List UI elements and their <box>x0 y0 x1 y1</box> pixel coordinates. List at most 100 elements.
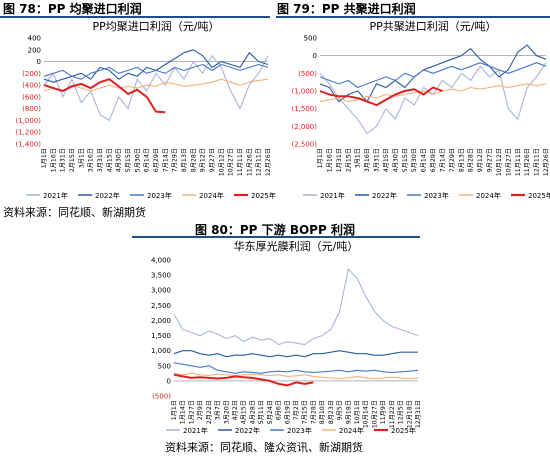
y-tick-label: 0 <box>37 58 41 66</box>
legend-label: 2021年 <box>183 426 208 435</box>
x-tick-label: 6月14日 <box>421 148 428 172</box>
x-tick-label: 9月12日 <box>477 148 484 172</box>
series-line-2024年 <box>43 78 269 92</box>
source-note-top: 资料来源：同花顺、新湖期货 <box>3 206 146 219</box>
x-tick-label: 6月19日 <box>284 400 291 424</box>
chart-title: PP共聚进口利润（元/吨） <box>370 19 497 33</box>
legend-label: 2023年 <box>424 191 449 200</box>
x-tick-label: 6月14日 <box>144 148 151 172</box>
x-tick-label: 1月27日 <box>188 400 195 424</box>
x-tick-label: 11月26日 <box>246 148 253 176</box>
series-line-2022年 <box>43 49 269 83</box>
legend-label: 2021年 <box>43 191 68 200</box>
series-line-2023年 <box>319 62 547 89</box>
x-tick-label: 11月26日 <box>524 148 531 176</box>
x-tick-label: 3月1日 <box>78 148 85 168</box>
legend-label: 2025年 <box>528 191 550 200</box>
x-tick-label: 12月26日 <box>543 148 550 176</box>
x-tick-label: 2月15日 <box>69 148 76 172</box>
x-tick-label: 1月31日 <box>60 148 67 172</box>
x-tick-label: 8月23日 <box>328 400 335 424</box>
x-tick-label: 10月27日 <box>228 148 235 176</box>
x-tick-label: 5月24日 <box>267 400 274 424</box>
x-tick-label: 5月15日 <box>402 148 409 172</box>
y-tick-label: 500 <box>158 362 171 370</box>
series-line-2023年 <box>173 362 419 374</box>
x-tick-label: 12月11日 <box>534 148 541 176</box>
x-tick-label: 8月13日 <box>458 148 465 172</box>
y-tick-label: (800) <box>22 105 41 113</box>
legend-label: 2022年 <box>235 426 260 435</box>
x-tick-label: 10月12日 <box>496 148 503 176</box>
y-tick-label: 1,000 <box>151 347 171 355</box>
x-tick-label: 7月29日 <box>449 148 456 172</box>
figure-78-rule <box>0 16 270 18</box>
x-tick-label: 2月15日 <box>345 148 352 172</box>
x-tick-label: 2月22日 <box>206 400 213 424</box>
x-tick-label: 10月1日 <box>354 400 361 424</box>
series-line-2025年 <box>43 78 166 114</box>
y-tick-label: (2,500) <box>291 141 317 149</box>
legend-label: 2024年 <box>476 191 501 200</box>
series-line-2023年 <box>43 63 269 80</box>
series-line-2022年 <box>173 350 418 358</box>
y-tick-label: 4,000 <box>151 257 171 265</box>
x-tick-label: 4月2日 <box>232 400 239 420</box>
y-tick-label: 1,500 <box>151 332 171 340</box>
y-tick-label: 0 <box>313 52 317 60</box>
x-tick-label: 1月1日 <box>317 148 324 168</box>
x-tick-label: 9月27日 <box>209 148 216 172</box>
y-tick-label: (1,400) <box>15 141 41 149</box>
legend-label: 2023年 <box>147 191 172 200</box>
x-tick-label: 10月27日 <box>505 148 512 176</box>
x-tick-label: 6月29日 <box>430 148 437 172</box>
x-tick-label: 3月31日 <box>97 148 104 172</box>
x-tick-label: 6月29日 <box>153 148 160 172</box>
legend-label: 2022年 <box>372 191 397 200</box>
x-tick-label: 4月30日 <box>392 148 399 172</box>
x-tick-label: 3月1日 <box>355 148 362 168</box>
x-tick-label: 10月12日 <box>218 148 225 176</box>
x-tick-label: 1月1日 <box>171 400 178 420</box>
legend-label: 2021年 <box>320 191 345 200</box>
x-tick-label: 11月11日 <box>515 148 522 176</box>
x-tick-label: 9月12日 <box>200 148 207 172</box>
x-tick-label: 3月16日 <box>88 148 95 172</box>
x-tick-label: 2月9日 <box>197 400 204 420</box>
x-tick-label: 8月28日 <box>468 148 475 172</box>
series-line-2021年 <box>43 55 269 121</box>
x-tick-label: 5月15日 <box>125 148 132 172</box>
x-tick-label: 7月2日 <box>293 400 300 420</box>
series-line-2021年 <box>173 268 419 346</box>
source-note-bottom: 资料来源：同花顺、隆众资讯、新湖期货 <box>165 441 363 454</box>
y-tick-label: (500) <box>298 70 317 78</box>
x-tick-label: 7月29日 <box>172 148 179 172</box>
x-tick-label: 4月15日 <box>241 400 248 424</box>
y-tick-label: (1,000) <box>291 88 317 96</box>
x-tick-label: 10月14日 <box>363 400 370 428</box>
x-tick-label: 11月22日 <box>389 400 396 428</box>
x-tick-label: 3月31日 <box>374 148 381 172</box>
y-tick-label: (600) <box>22 93 41 101</box>
figure-78-caption: 图 78：PP 均聚进口利润 <box>3 2 142 16</box>
series-line-2022年 <box>319 44 547 103</box>
y-tick-label: 3,500 <box>151 272 171 280</box>
x-tick-label: 3月7日 <box>215 400 222 420</box>
x-tick-label: 7月14日 <box>439 148 446 172</box>
x-tick-label: 12月31日 <box>415 400 422 428</box>
x-tick-label: 5月30日 <box>134 148 141 172</box>
y-tick-label: (1,200) <box>15 129 41 137</box>
series-line-2025年 <box>173 373 314 387</box>
legend-label: 2025年 <box>251 191 276 200</box>
x-tick-label: 12月5日 <box>398 400 405 424</box>
pp-copolymer-import-profit-chart: PP共聚进口利润（元/吨） 500 0 (500) (1,000) (1,500) (2,0… <box>291 19 550 200</box>
x-tick-label: 4月28日 <box>249 400 256 424</box>
y-tick-label: (500) <box>152 393 171 401</box>
y-tick-label: (1,500) <box>291 105 317 113</box>
legend-label: 2024年 <box>199 191 224 200</box>
legend-label: 2025年 <box>391 426 416 435</box>
y-tick-label: 2,000 <box>151 317 171 325</box>
y-tick-label: 400 <box>28 35 41 43</box>
x-tick-label: 5月11日 <box>258 400 265 424</box>
x-tick-label: 1月31日 <box>336 148 343 172</box>
